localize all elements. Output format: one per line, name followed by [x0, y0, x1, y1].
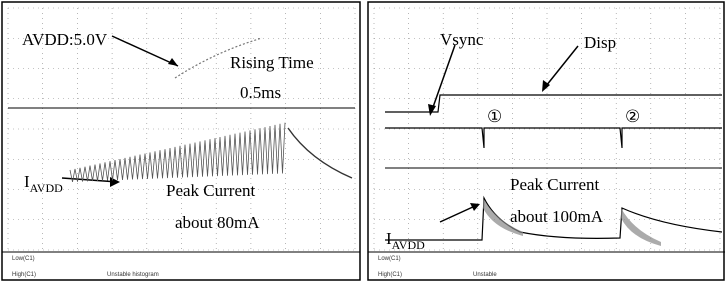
peak-label: Peak Current — [510, 175, 600, 194]
measurement-label: Unstable histogram — [107, 272, 159, 278]
marker-1: ① — [487, 107, 502, 126]
rise-value: 0.5ms — [240, 83, 281, 102]
measurement-label: Unstable — [473, 272, 497, 278]
label-sub: AVDD — [392, 238, 425, 252]
measurement-label: Low(C1) — [12, 256, 35, 262]
peak-value: about 100mA — [510, 207, 604, 226]
peak-value: about 80mA — [175, 213, 260, 232]
marker-2: ② — [625, 107, 640, 126]
rise-label: Rising Time — [230, 53, 314, 72]
label-sub: AVDD — [30, 181, 63, 195]
vsync-label: Vsync — [440, 30, 484, 49]
disp-label: Disp — [584, 33, 616, 52]
peak-label: Peak Current — [166, 181, 256, 200]
measurement-label: High(C1) — [12, 272, 36, 278]
measurement-label: High(C1) — [378, 272, 402, 278]
figure: AVDD:5.0V Rising Time 0.5ms IAVDD Peak C… — [0, 0, 727, 282]
voltage-label: AVDD:5.0V — [22, 30, 108, 49]
measurement-label: Low(C1) — [378, 256, 401, 262]
